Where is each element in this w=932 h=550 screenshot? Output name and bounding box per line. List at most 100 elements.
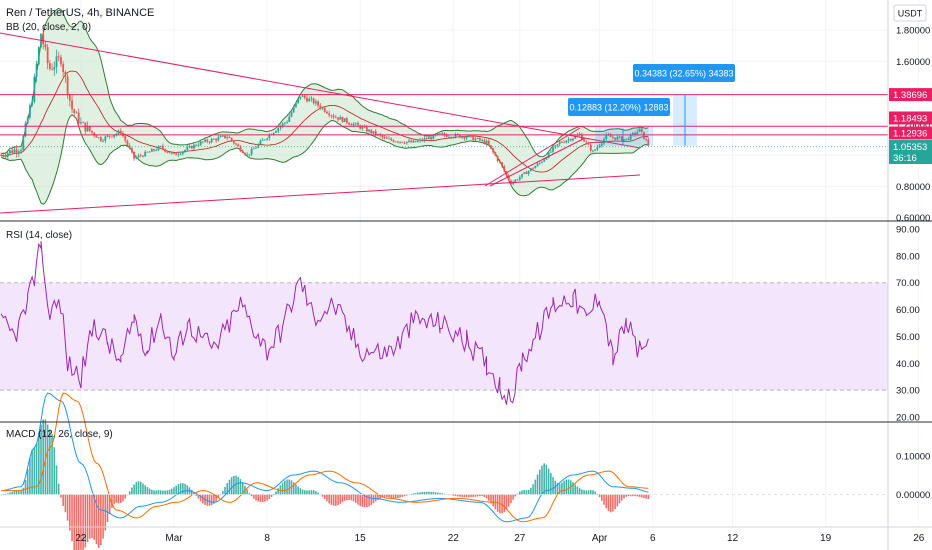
candle-body (168, 152, 171, 154)
candle-body (57, 56, 60, 58)
macd-histogram-bar (567, 479, 570, 495)
candle-body (44, 44, 47, 48)
macd-histogram-bar (166, 490, 169, 495)
candle-body (283, 122, 286, 124)
macd-histogram-bar (337, 494, 339, 506)
candle-body (640, 128, 643, 132)
candle-body (108, 135, 111, 137)
macd-histogram-bar (461, 494, 463, 497)
rsi-tick-label: 30.00 (896, 386, 920, 397)
time-tick-label: 22 (448, 533, 460, 544)
macd-histogram-bar (146, 487, 149, 495)
macd-histogram-bar (328, 494, 330, 504)
macd-histogram-bar (632, 494, 634, 497)
macd-histogram-bar (157, 490, 160, 495)
macd-histogram-bar (503, 494, 506, 513)
candle-body (598, 145, 601, 148)
candle-body (432, 134, 435, 140)
candle-body (235, 143, 237, 145)
macd-histogram-bar (341, 494, 344, 503)
macd-histogram-bar (561, 482, 563, 495)
measure-label-large: 0.34383 (32.65%) 34383 (634, 69, 733, 79)
candle-body (252, 148, 255, 150)
time-axis[interactable]: 22 Mar 8 15 22 27 Apr 6 12 19 26 (75, 533, 924, 544)
candle-body (587, 142, 590, 145)
price-pane[interactable] (0, 7, 888, 214)
candle-body (106, 135, 109, 137)
macd-histogram-bar (288, 479, 291, 495)
macd-histogram-bar (377, 494, 379, 500)
candle-body (454, 133, 457, 138)
candle-body (394, 141, 397, 143)
macd-histogram-bar (49, 429, 51, 495)
macd-histogram-bar (259, 494, 262, 502)
candle-body (310, 98, 313, 100)
price-label-text: 1.38696 (893, 90, 927, 101)
macd-histogram-bar (463, 494, 466, 498)
candle-body (232, 140, 235, 144)
currency-button[interactable] (893, 4, 927, 22)
macd-histogram-bar (410, 494, 412, 495)
macd-histogram-bar (173, 487, 175, 495)
macd-histogram-bar (306, 490, 308, 495)
candle-body (153, 149, 155, 151)
rsi-pane[interactable] (0, 241, 888, 405)
macd-histogram-bar (587, 490, 590, 495)
macd-histogram-bar (472, 494, 475, 498)
candle-body (343, 118, 346, 122)
candle-body (146, 151, 149, 153)
macd-histogram-bar (490, 494, 492, 504)
macd-histogram-bar (521, 490, 523, 495)
macd-axis[interactable]: 0.10000 0.00000 (896, 452, 930, 502)
macd-histogram-bar (270, 494, 273, 497)
rsi-tick-label: 90.00 (896, 225, 920, 236)
macd-histogram-bar (645, 494, 647, 499)
candle-body (501, 162, 503, 167)
candle-body (148, 151, 151, 153)
candle-body (201, 141, 204, 143)
candle-body (299, 96, 302, 99)
macd-histogram-bar (381, 494, 384, 498)
rsi-legend[interactable]: RSI (14, close) (6, 230, 72, 241)
candle-body (547, 152, 550, 159)
candle-body (529, 168, 532, 171)
candle-body (312, 98, 315, 104)
bb-legend[interactable]: BB (20, close, 2, 0) (6, 22, 91, 33)
macd-pane[interactable] (0, 392, 888, 550)
macd-histogram-bar (359, 494, 361, 507)
macd-histogram-bar (151, 489, 153, 495)
candle-body (139, 155, 142, 157)
candle-body (574, 135, 577, 139)
drawings[interactable] (0, 32, 888, 214)
macd-histogram-bar (37, 433, 40, 495)
macd-histogram-bar (430, 491, 432, 495)
candle-body (71, 100, 73, 110)
rsi-axis[interactable]: 90.00 80.00 70.00 60.00 50.00 40.00 30.00 20.00 (896, 225, 920, 424)
candle-body (600, 143, 603, 146)
candle-body (230, 137, 233, 141)
macd-histogram-bar (543, 463, 545, 495)
candle-body (157, 146, 160, 151)
candle-body (166, 151, 169, 153)
candle-body (461, 136, 464, 138)
macd-histogram-bar (465, 494, 468, 498)
candle-body (465, 136, 468, 139)
candle-body (645, 138, 648, 140)
macd-histogram-bar (634, 494, 636, 497)
candle-body (326, 111, 328, 114)
candle-body (638, 128, 641, 132)
macd-histogram-bar (13, 490, 16, 495)
macd-histogram-bar (162, 490, 164, 495)
candle-body (126, 140, 129, 146)
candle-body (348, 122, 351, 125)
macd-histogram-bar (643, 494, 645, 499)
macd-histogram-bar (6, 493, 9, 495)
macd-histogram-bar (226, 483, 228, 495)
descending-trendline (0, 32, 641, 149)
macd-histogram-bar (299, 488, 302, 495)
candle-body (197, 145, 200, 146)
macd-histogram-bar (505, 494, 508, 510)
time-tick-label: 19 (820, 533, 832, 544)
macd-legend[interactable]: MACD (12, 26, close, 9) (6, 429, 113, 440)
